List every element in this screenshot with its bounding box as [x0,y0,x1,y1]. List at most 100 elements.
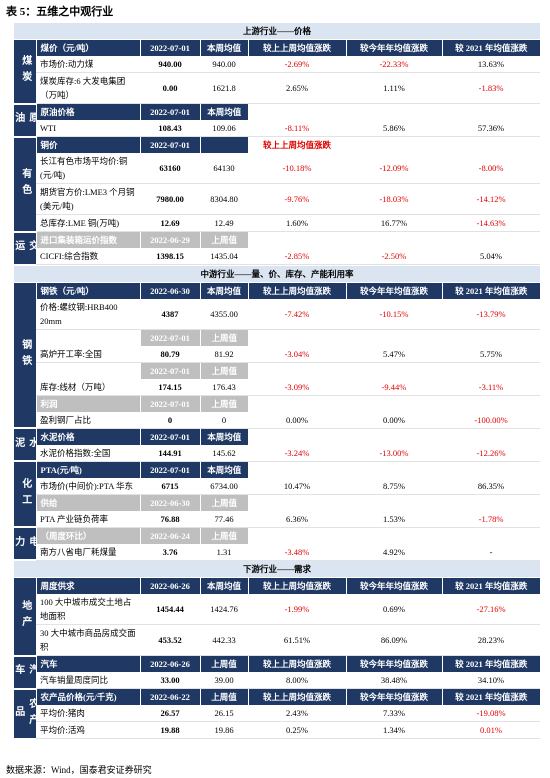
value: 2022-06-30 [139,494,200,511]
value: 12.69 [140,214,200,232]
value: 2022-07-01 [139,39,200,56]
value: 19.88 [140,721,200,739]
value: 108.43 [140,120,200,137]
change-vs-prev: -2.85% [248,248,346,265]
weekly-mean: 本周均值 [199,461,248,478]
weekly-mean: 上周值 [199,231,248,248]
header-row: 农产品 农产品价格(元/千克) 2022-06-22 上周值 较上上周均值涨跌 较今年年均… [14,688,541,740]
category: 原油 [14,103,36,138]
sub-row: 2022-07-01 上周值 [14,329,540,346]
item: 进口集装箱运价指数 [35,231,140,248]
item: 高炉开工率:全国 [36,345,140,363]
item: 原油价格 [35,103,140,120]
change-vs-prev: -2.69% [248,56,346,73]
item: 市场价:动力煤 [36,56,140,73]
change-vs-prev: 8.00% [248,672,346,689]
change-vs-ytd: 1.53% [346,510,442,528]
change-vs-ytd: 较今年年均值涨跌 [345,39,442,56]
value: 940.00 [140,56,200,73]
change-vs-ytd: 5.47% [346,345,442,363]
change-vs-prev: -10.18% [248,153,346,184]
change-vs-ytd: -18.03% [346,183,442,215]
weekly-mean: 12.49 [200,214,248,232]
header-row: 有色 铜价 2022-07-01 较上上周均值涨跌 [14,136,540,233]
data-row: 长江有色市场平均价:铜(元/吨) 63160 64130 -10.18% -12.09%… [14,153,541,184]
change-vs-2021: - [442,543,541,561]
value: 80.79 [140,345,200,363]
data-row: CICFI:综合指数 1398.15 1435.04 -2.85% -2.50% 5.04… [14,248,541,265]
sub-row: 供给 2022-06-30 上周值 [14,494,540,511]
header-row: 化工 PTA(元/吨) 2022-07-01 本周均值 [14,461,540,528]
change-vs-ytd: -2.50% [346,248,442,265]
weekly-mean: 上周值 [199,688,248,705]
category: 电力 [14,527,36,561]
weekly-mean: 77.46 [200,510,248,528]
change-vs-ytd: 1.34% [346,721,442,739]
header-row: 钢铁 钢铁（元/吨） 2022-06-30 本周均值 较上上周均值涨跌 较今年年均值涨跌较… [14,282,541,429]
change-vs-prev: -3.48% [248,543,346,561]
weekly-mean: 1424.76 [200,594,248,625]
value: 2022-07-01 [139,362,200,379]
change-vs-ytd [346,527,442,544]
category: 化工 [14,461,36,528]
category: 有色 [14,136,36,233]
change-vs-ytd: 较今年年均值涨跌 [345,655,442,672]
item: WTI [36,120,140,137]
change-vs-2021 [442,494,540,511]
change-vs-prev: -8.11% [248,120,346,137]
change-vs-ytd: 0.00% [346,411,442,429]
change-vs-2021: -8.00% [442,153,541,184]
category: 地产 [14,577,36,657]
change-vs-prev: 6.36% [248,510,346,528]
value: 2022-07-01 [139,103,200,120]
data-row: 平均价:活鸡 19.88 19.86 0.25% 1.34% 0.01% [14,721,541,739]
data-row: 总库存:LME 铜(万吨) 12.69 12.49 1.60% 16.77% -14.63… [14,214,541,232]
change-vs-ytd: 8.75% [346,477,442,495]
item: PTA(元/吨) [35,461,140,478]
header-row: 地产 周度供求 2022-06-26 本周均值 较上上周均值涨跌 较今年年均值涨跌较 20… [14,577,541,657]
item [36,329,140,346]
item: 汽车销量周度同比 [36,672,140,689]
value: 2022-06-30 [139,282,200,299]
change-vs-prev: 0.00% [248,411,346,429]
change-vs-ytd [346,232,442,249]
change-vs-2021 [442,428,540,445]
change-vs-2021: 28.23% [442,624,541,656]
value: 1398.15 [140,248,200,265]
weekly-mean: 39.00 [200,672,248,689]
value: 144.91 [140,444,200,462]
change-vs-2021 [442,329,540,346]
change-vs-2021: 86.35% [442,477,541,495]
change-vs-2021: 较 2021 年均值涨跌 [441,655,541,672]
change-vs-prev: 61.51% [248,624,346,656]
weekly-mean: 176.43 [200,378,248,396]
change-vs-2021 [442,362,540,379]
change-vs-ytd: -13.00% [346,444,442,462]
change-vs-2021: -1.83% [442,72,541,104]
change-vs-prev: 较上上周均值涨跌 [247,282,346,299]
section-title: 中游行业——量、价、库存、产能利用率 [14,264,541,283]
change-vs-prev: 较上上周均值涨跌 [247,39,346,56]
header-row: 煤炭 煤价（元/吨） 2022-07-01 本周均值 较上上周均值涨跌 较今年年均值涨跌较… [14,39,541,105]
change-vs-prev: -3.04% [248,345,346,363]
change-vs-ytd: 1.11% [346,72,442,104]
change-vs-2021: -1.78% [442,510,541,528]
change-vs-prev [248,494,346,511]
weekly-mean: 442.33 [200,624,248,656]
change-vs-ytd [346,137,442,154]
weekly-mean: 1.31 [200,543,248,561]
data-row: WTI 108.43 109.06 -8.11% 5.86% 57.36% [14,120,541,137]
change-vs-2021: -14.63% [442,214,541,232]
data-row: 煤炭库存:6 大发电集团（万吨） 0.00 1621.8 2.65% 1.11% -1.8… [14,72,541,104]
header-row: 原油 原油价格 2022-07-01 本周均值 [14,103,540,138]
section-row: 下游行业——需求 [14,560,541,578]
weekly-mean: 0 [200,411,248,429]
value: 2022-06-22 [139,688,200,705]
change-vs-ytd [346,104,442,121]
weekly-mean: 4355.00 [200,298,248,330]
data-row: 南方八省电厂耗煤量 3.76 1.31 -3.48% 4.92% - [14,543,541,561]
value: 0.00 [140,72,200,104]
change-vs-prev: 较上上周均值涨跌 [262,140,331,150]
value: 0 [140,411,200,429]
